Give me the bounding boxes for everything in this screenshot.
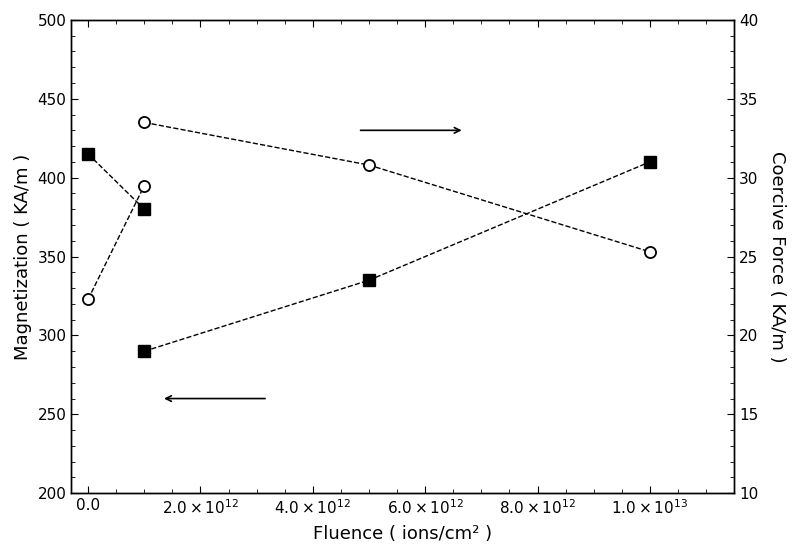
Y-axis label: Magnetization ( KA/m ): Magnetization ( KA/m ) <box>14 153 32 360</box>
Y-axis label: Coercive Force ( KA/m ): Coercive Force ( KA/m ) <box>768 151 786 363</box>
X-axis label: Fluence ( ions/cm² ): Fluence ( ions/cm² ) <box>313 525 492 543</box>
